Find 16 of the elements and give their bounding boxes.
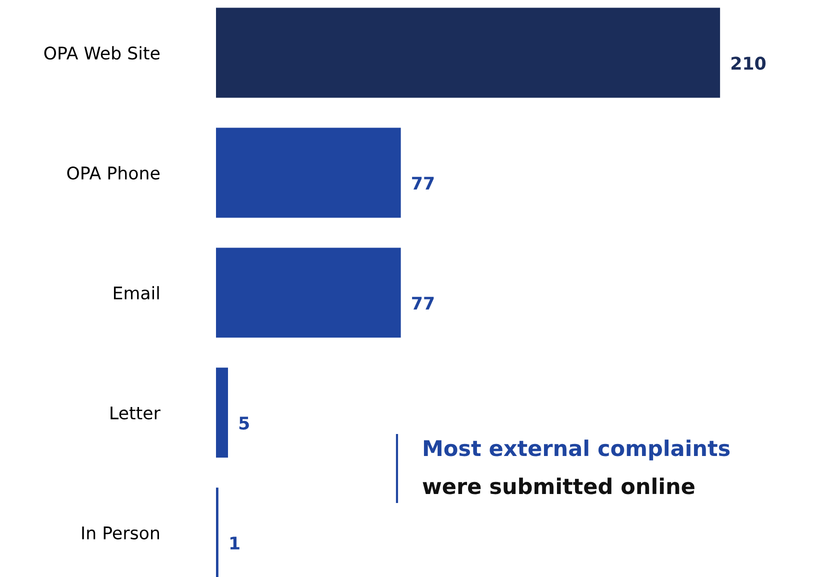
y-tick-label: OPA Phone	[67, 166, 160, 180]
annotation: Most external complaints	[424, 440, 730, 460]
data-label: 77	[412, 176, 434, 190]
y-tick-label: Email	[114, 286, 159, 300]
bar	[216, 128, 401, 218]
y-tick-label: Letter	[110, 406, 160, 420]
y-tick-label: In Person	[82, 526, 159, 540]
bar	[216, 368, 228, 458]
data-label: 1	[230, 536, 240, 550]
bar	[216, 248, 401, 338]
bar	[216, 8, 720, 98]
data-label: 210	[732, 56, 766, 70]
y-tick-label: OPA Web Site	[44, 46, 160, 60]
annotation: were submitted online	[422, 478, 694, 494]
data-label: 5	[239, 416, 249, 430]
data-label: 77	[412, 296, 434, 310]
